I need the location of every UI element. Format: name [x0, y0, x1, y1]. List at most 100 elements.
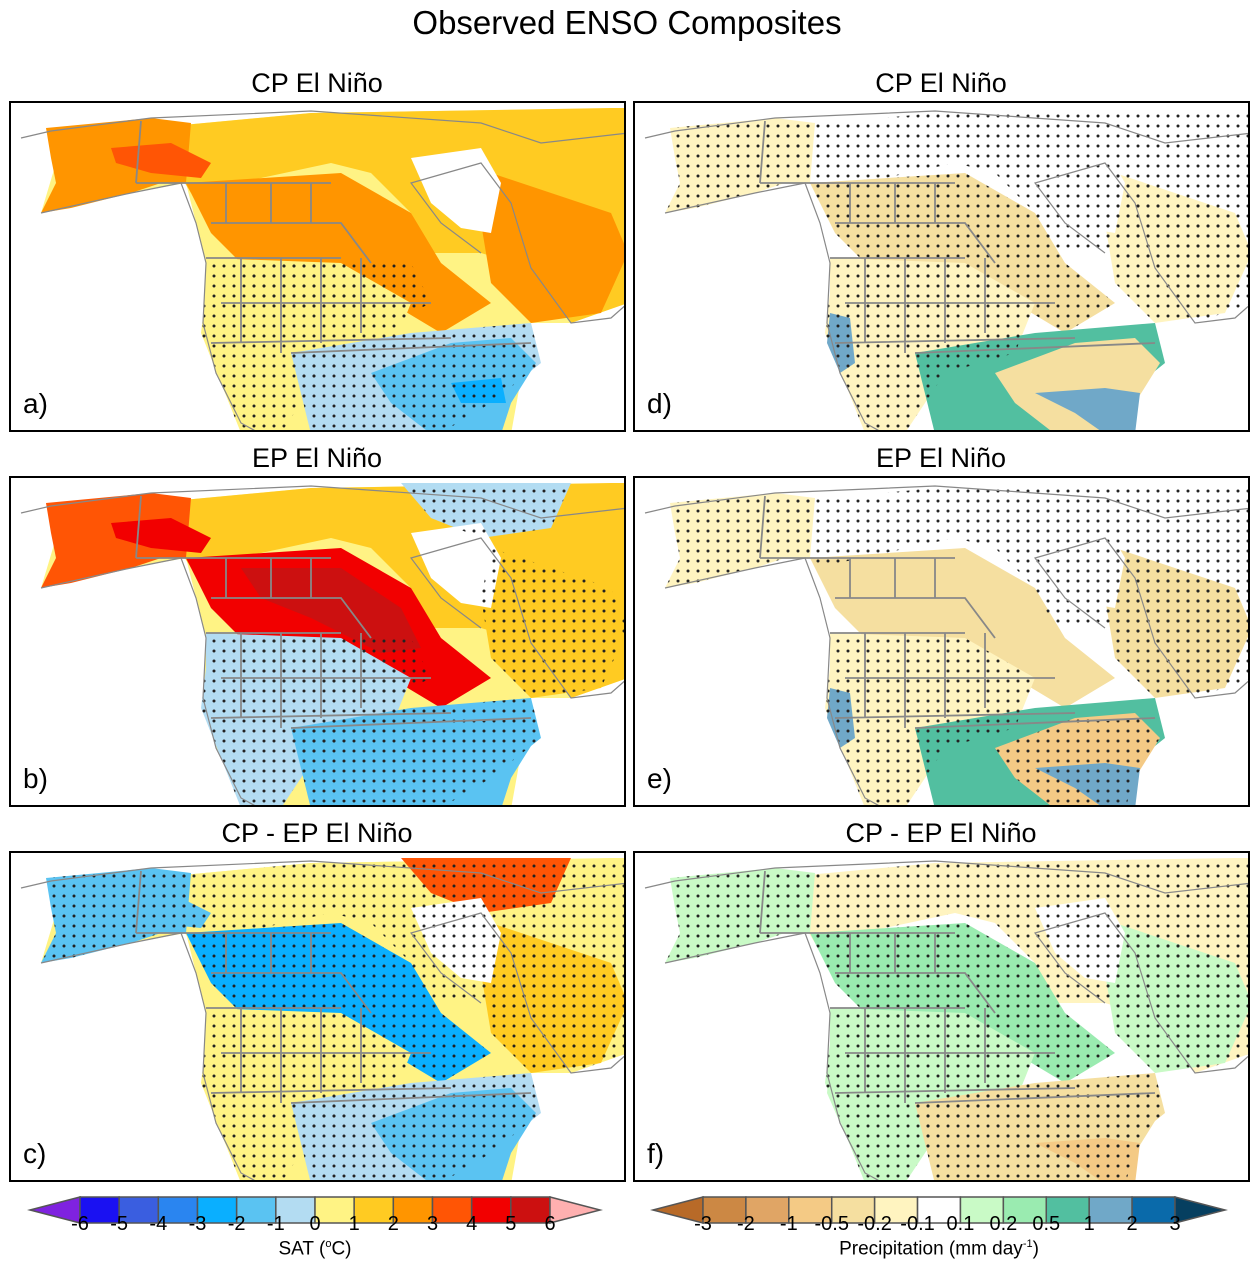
- significance-stipple-labrador: [481, 923, 624, 1073]
- figure-title: Observed ENSO Composites: [412, 4, 842, 41]
- sat-colorbar-bin: [79, 1196, 120, 1224]
- significance-stipple-arctic-islands: [401, 483, 571, 538]
- sat-colorbar-bin: [235, 1196, 277, 1224]
- sat-colorbar-max-extend: [549, 1196, 603, 1224]
- sat-colorbar-bin: [196, 1196, 238, 1224]
- sat-tick-label: -6: [71, 1213, 89, 1235]
- pr-colorbar-bin: [702, 1196, 747, 1224]
- pr-tick-label: 2: [1126, 1213, 1138, 1235]
- region-canada-north: [151, 108, 624, 323]
- precip-colorbar-label: Precipitation (mm day-1): [653, 1238, 1225, 1260]
- region-alaska: [41, 118, 191, 213]
- map-svg-e: [644, 483, 1248, 805]
- precip-colorbar: [650, 1196, 1228, 1225]
- pr-tick-label: -0.2: [857, 1213, 892, 1235]
- sat-colorbar-bin: [392, 1196, 434, 1224]
- sat-colorbar-bin: [470, 1196, 512, 1224]
- significance-stipple-alaska: [665, 493, 815, 588]
- significance-stipple-canada-north: [775, 108, 1248, 323]
- panel-label-a: a): [23, 388, 48, 419]
- significance-stipple-canada-north: [151, 858, 624, 1073]
- pr-tick-label: 1: [1083, 1213, 1095, 1235]
- panel-label-e: e): [647, 763, 672, 794]
- significance-stipple-labrador: [1105, 548, 1248, 698]
- pr-tick-label: -0.1: [900, 1213, 935, 1235]
- map-svg-f: [644, 858, 1248, 1180]
- precip-label-main: Precipitation (mm day: [839, 1238, 1023, 1260]
- political-borders: [759, 120, 1156, 354]
- significance-stipple-us-north: [241, 638, 431, 698]
- region-labrador: [481, 173, 624, 323]
- significance-stipple-us-southeast: [995, 1088, 1160, 1180]
- panel-label-b: b): [23, 763, 48, 794]
- region-yukon-core: [111, 518, 211, 553]
- political-borders: [135, 495, 532, 729]
- map-svg-c: [20, 858, 624, 1180]
- sat-tick-label: 3: [426, 1213, 439, 1235]
- map-panel-b: b): [9, 476, 626, 807]
- pr-colorbar-bin: [1088, 1196, 1133, 1224]
- panel-title-f: CP - EP El Niño: [845, 818, 1037, 848]
- precip-label-end: ): [1032, 1238, 1039, 1260]
- coastline: [644, 485, 1248, 805]
- map-svg-d: [644, 108, 1248, 430]
- sat-tick-label: -2: [227, 1213, 246, 1235]
- region-yukon-core: [111, 143, 211, 178]
- map-panel-c: c): [9, 851, 626, 1182]
- region-alaska: [41, 493, 191, 588]
- pr-tick-label: 0.5: [1032, 1213, 1061, 1235]
- map-svg-b: [20, 483, 624, 805]
- sat-colorbar-bin: [431, 1196, 473, 1224]
- pr-colorbar-svg: [650, 1196, 1228, 1224]
- significance-stipple-prairies: [810, 923, 1115, 1083]
- map-panel-a: a): [9, 101, 626, 432]
- significance-stipple-us-southeast: [995, 713, 1160, 805]
- significance-stipple-alaska: [41, 868, 191, 963]
- map-panel-d: d): [633, 101, 1250, 432]
- panel-title-d: CP El Niño: [875, 68, 1007, 98]
- pr-colorbar-bin: [788, 1196, 833, 1224]
- pr-colorbar-max-extend: [1174, 1196, 1228, 1224]
- pr-colorbar-bin: [745, 1196, 790, 1224]
- significance-stipple-labrador: [481, 548, 624, 698]
- sat-tick-label: 6: [544, 1213, 556, 1235]
- significance-stipple-us-west: [825, 633, 1035, 805]
- region-prairies-core: [241, 568, 421, 653]
- sat-tick-label: 2: [387, 1213, 399, 1235]
- sat-tick-label: -1: [266, 1213, 285, 1235]
- pr-tick-label: 0.2: [989, 1213, 1018, 1235]
- sat-colorbar: [27, 1196, 603, 1225]
- panel-title-a: CP El Niño: [251, 68, 383, 98]
- panel-title-e: EP El Niño: [875, 443, 1007, 473]
- sat-tick-label: -5: [110, 1213, 129, 1235]
- significance-stipple-labrador: [1105, 173, 1248, 323]
- significance-stipple-us-west: [825, 258, 1035, 430]
- pr-colorbar-bin: [1045, 1196, 1090, 1224]
- sat-colorbar-bin: [314, 1196, 355, 1224]
- significance-stipple-canada-north: [775, 483, 1248, 698]
- hudson-bay: [411, 523, 501, 608]
- sat-tick-label: 1: [348, 1213, 360, 1235]
- panel-title-b: EP El Niño: [251, 443, 383, 473]
- pr-tick-label: 0.1: [946, 1213, 975, 1235]
- region-prairies: [810, 548, 1115, 708]
- precip-label-sup: -1: [1022, 1238, 1033, 1250]
- sat-tick-label: -3: [188, 1213, 207, 1235]
- sat-tick-label: 5: [505, 1213, 517, 1235]
- region-canada-north: [151, 483, 624, 698]
- sat-colorbar-bin: [353, 1196, 395, 1224]
- map-svg-a: [20, 108, 624, 430]
- sat-colorbar-label: SAT (oC): [30, 1238, 600, 1260]
- panel-label-f: f): [647, 1138, 665, 1169]
- sat-colorbar-bin: [118, 1196, 160, 1224]
- panel-label-d: d): [647, 388, 672, 419]
- pr-colorbar-bin: [916, 1196, 962, 1224]
- pr-colorbar-bin: [873, 1196, 919, 1224]
- political-borders: [759, 495, 1156, 729]
- pr-colorbar-bin: [959, 1196, 1005, 1224]
- map-panel-e: e): [633, 476, 1250, 807]
- coastline: [20, 860, 624, 1180]
- political-borders: [135, 870, 532, 1104]
- hudson-bay: [411, 148, 501, 233]
- panel-label-c: c): [23, 1138, 47, 1169]
